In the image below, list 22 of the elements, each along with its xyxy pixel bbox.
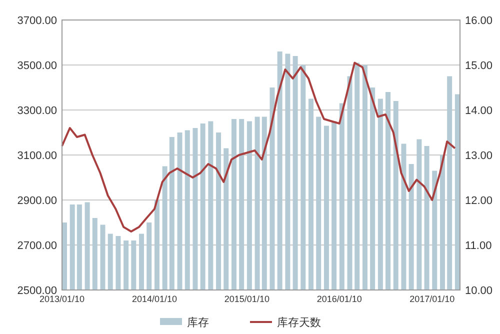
legend-label: 库存天数 (277, 316, 321, 329)
y2-tick-label: 12.00 (465, 195, 493, 207)
y2-tick-label: 10.00 (465, 285, 493, 297)
x-tick-label: 2014/01/10 (132, 294, 177, 304)
y-tick-label: 2700.00 (17, 240, 57, 252)
y-tick-label: 3500.00 (17, 60, 57, 72)
y-tick-label: 3100.00 (17, 150, 57, 162)
x-tick-label: 2016/01/10 (316, 294, 362, 304)
legend-label: 库存 (187, 316, 209, 329)
y2-tick-label: 14.00 (465, 105, 493, 117)
x-tick-label: 2017/01/10 (410, 294, 455, 304)
line-series (61, 62, 456, 232)
y-tick-label: 2500.00 (17, 285, 57, 297)
x-tick-label: 2013/01/10 (39, 294, 85, 304)
y-tick-label: 2900.00 (17, 195, 57, 207)
y2-tick-label: 15.00 (465, 60, 493, 72)
y2-tick-label: 13.00 (465, 150, 493, 162)
y2-tick-label: 16.00 (465, 15, 493, 27)
y2-tick-label: 11.00 (465, 240, 492, 252)
x-tick-label: 2015/01/10 (224, 294, 270, 304)
y-tick-label: 3300.00 (17, 105, 57, 117)
y-tick-label: 3700.00 (17, 15, 57, 27)
